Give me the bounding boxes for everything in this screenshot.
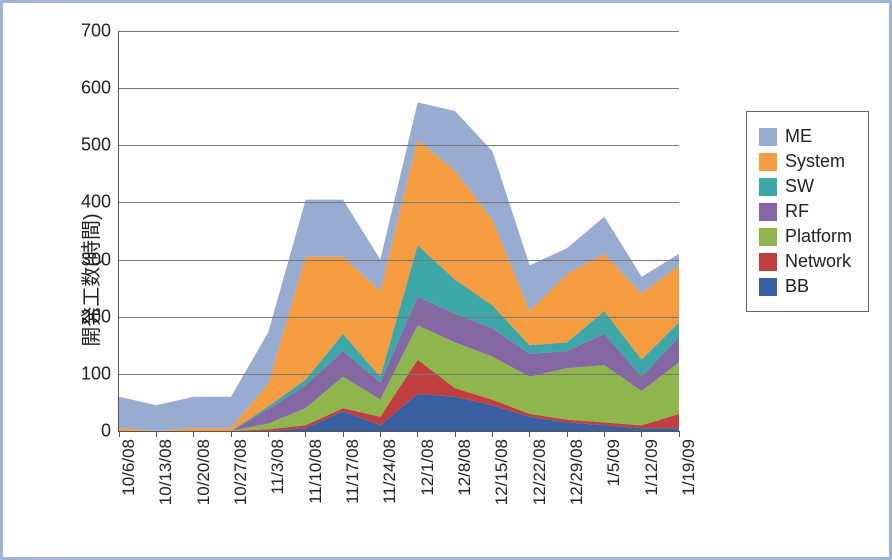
x-tick-label: 10/27/08 [231, 439, 251, 505]
legend-item-system: System [759, 151, 852, 172]
plot-area: 010020030040050060070010/6/0810/13/0810/… [118, 31, 679, 432]
x-tick-mark [305, 431, 306, 437]
legend-label: ME [785, 126, 812, 147]
x-tick-label: 10/6/08 [119, 439, 139, 496]
y-tick-label: 200 [81, 306, 119, 327]
legend-item-sw: SW [759, 176, 852, 197]
x-tick-label: 11/3/08 [268, 439, 288, 494]
gridline [119, 260, 679, 261]
legend-swatch [759, 128, 777, 146]
x-tick-mark [231, 431, 232, 437]
x-tick-mark [193, 431, 194, 437]
legend-item-platform: Platform [759, 226, 852, 247]
legend-item-network: Network [759, 251, 852, 272]
legend-swatch [759, 153, 777, 171]
stacked-areas [119, 31, 679, 431]
legend-swatch [759, 278, 777, 296]
chart-frame: 開発工数(時間) 010020030040050060070010/6/0810… [0, 0, 892, 560]
x-tick-label: 10/13/08 [156, 439, 176, 505]
x-tick-label: 12/15/08 [492, 439, 512, 505]
x-tick-label: 11/17/08 [343, 439, 363, 504]
x-tick-mark [343, 431, 344, 437]
x-tick-label: 1/12/09 [642, 439, 662, 496]
legend-label: RF [785, 201, 809, 222]
gridline [119, 31, 679, 32]
x-tick-label: 12/8/08 [455, 439, 475, 496]
legend-swatch [759, 228, 777, 246]
x-tick-mark [641, 431, 642, 437]
legend-label: BB [785, 276, 809, 297]
y-tick-label: 700 [81, 21, 119, 42]
x-tick-label: 11/24/08 [380, 439, 400, 504]
legend: ME System SW RF Platform Network BB [746, 111, 869, 312]
x-tick-mark [156, 431, 157, 437]
y-tick-label: 600 [81, 78, 119, 99]
legend-swatch [759, 178, 777, 196]
x-tick-label: 12/29/08 [567, 439, 587, 505]
x-tick-label: 11/10/08 [306, 439, 326, 504]
x-tick-mark [604, 431, 605, 437]
x-tick-mark [380, 431, 381, 437]
x-tick-mark [417, 431, 418, 437]
x-tick-mark [492, 431, 493, 437]
x-tick-mark [119, 431, 120, 437]
legend-item-rf: RF [759, 201, 852, 222]
x-tick-label: 12/22/08 [530, 439, 550, 505]
y-tick-label: 300 [81, 249, 119, 270]
legend-label: Network [785, 251, 851, 272]
gridline [119, 88, 679, 89]
gridline [119, 202, 679, 203]
legend-label: Platform [785, 226, 852, 247]
gridline [119, 145, 679, 146]
legend-swatch [759, 253, 777, 271]
y-tick-label: 500 [81, 135, 119, 156]
legend-label: System [785, 151, 845, 172]
gridline [119, 317, 679, 318]
x-tick-label: 1/19/09 [679, 439, 699, 496]
x-tick-label: 12/1/08 [418, 439, 438, 496]
chart-container: 開発工数(時間) 010020030040050060070010/6/0810… [23, 21, 869, 539]
legend-item-bb: BB [759, 276, 852, 297]
x-tick-mark [455, 431, 456, 437]
x-tick-label: 10/20/08 [194, 439, 214, 505]
x-tick-mark [268, 431, 269, 437]
x-tick-label: 1/5/09 [604, 439, 624, 486]
x-tick-mark [679, 431, 680, 437]
legend-label: SW [785, 176, 814, 197]
gridline [119, 374, 679, 375]
legend-item-me: ME [759, 126, 852, 147]
y-tick-label: 400 [81, 192, 119, 213]
x-tick-mark [529, 431, 530, 437]
legend-swatch [759, 203, 777, 221]
x-tick-mark [567, 431, 568, 437]
y-tick-label: 100 [81, 363, 119, 384]
y-tick-label: 0 [101, 421, 119, 442]
